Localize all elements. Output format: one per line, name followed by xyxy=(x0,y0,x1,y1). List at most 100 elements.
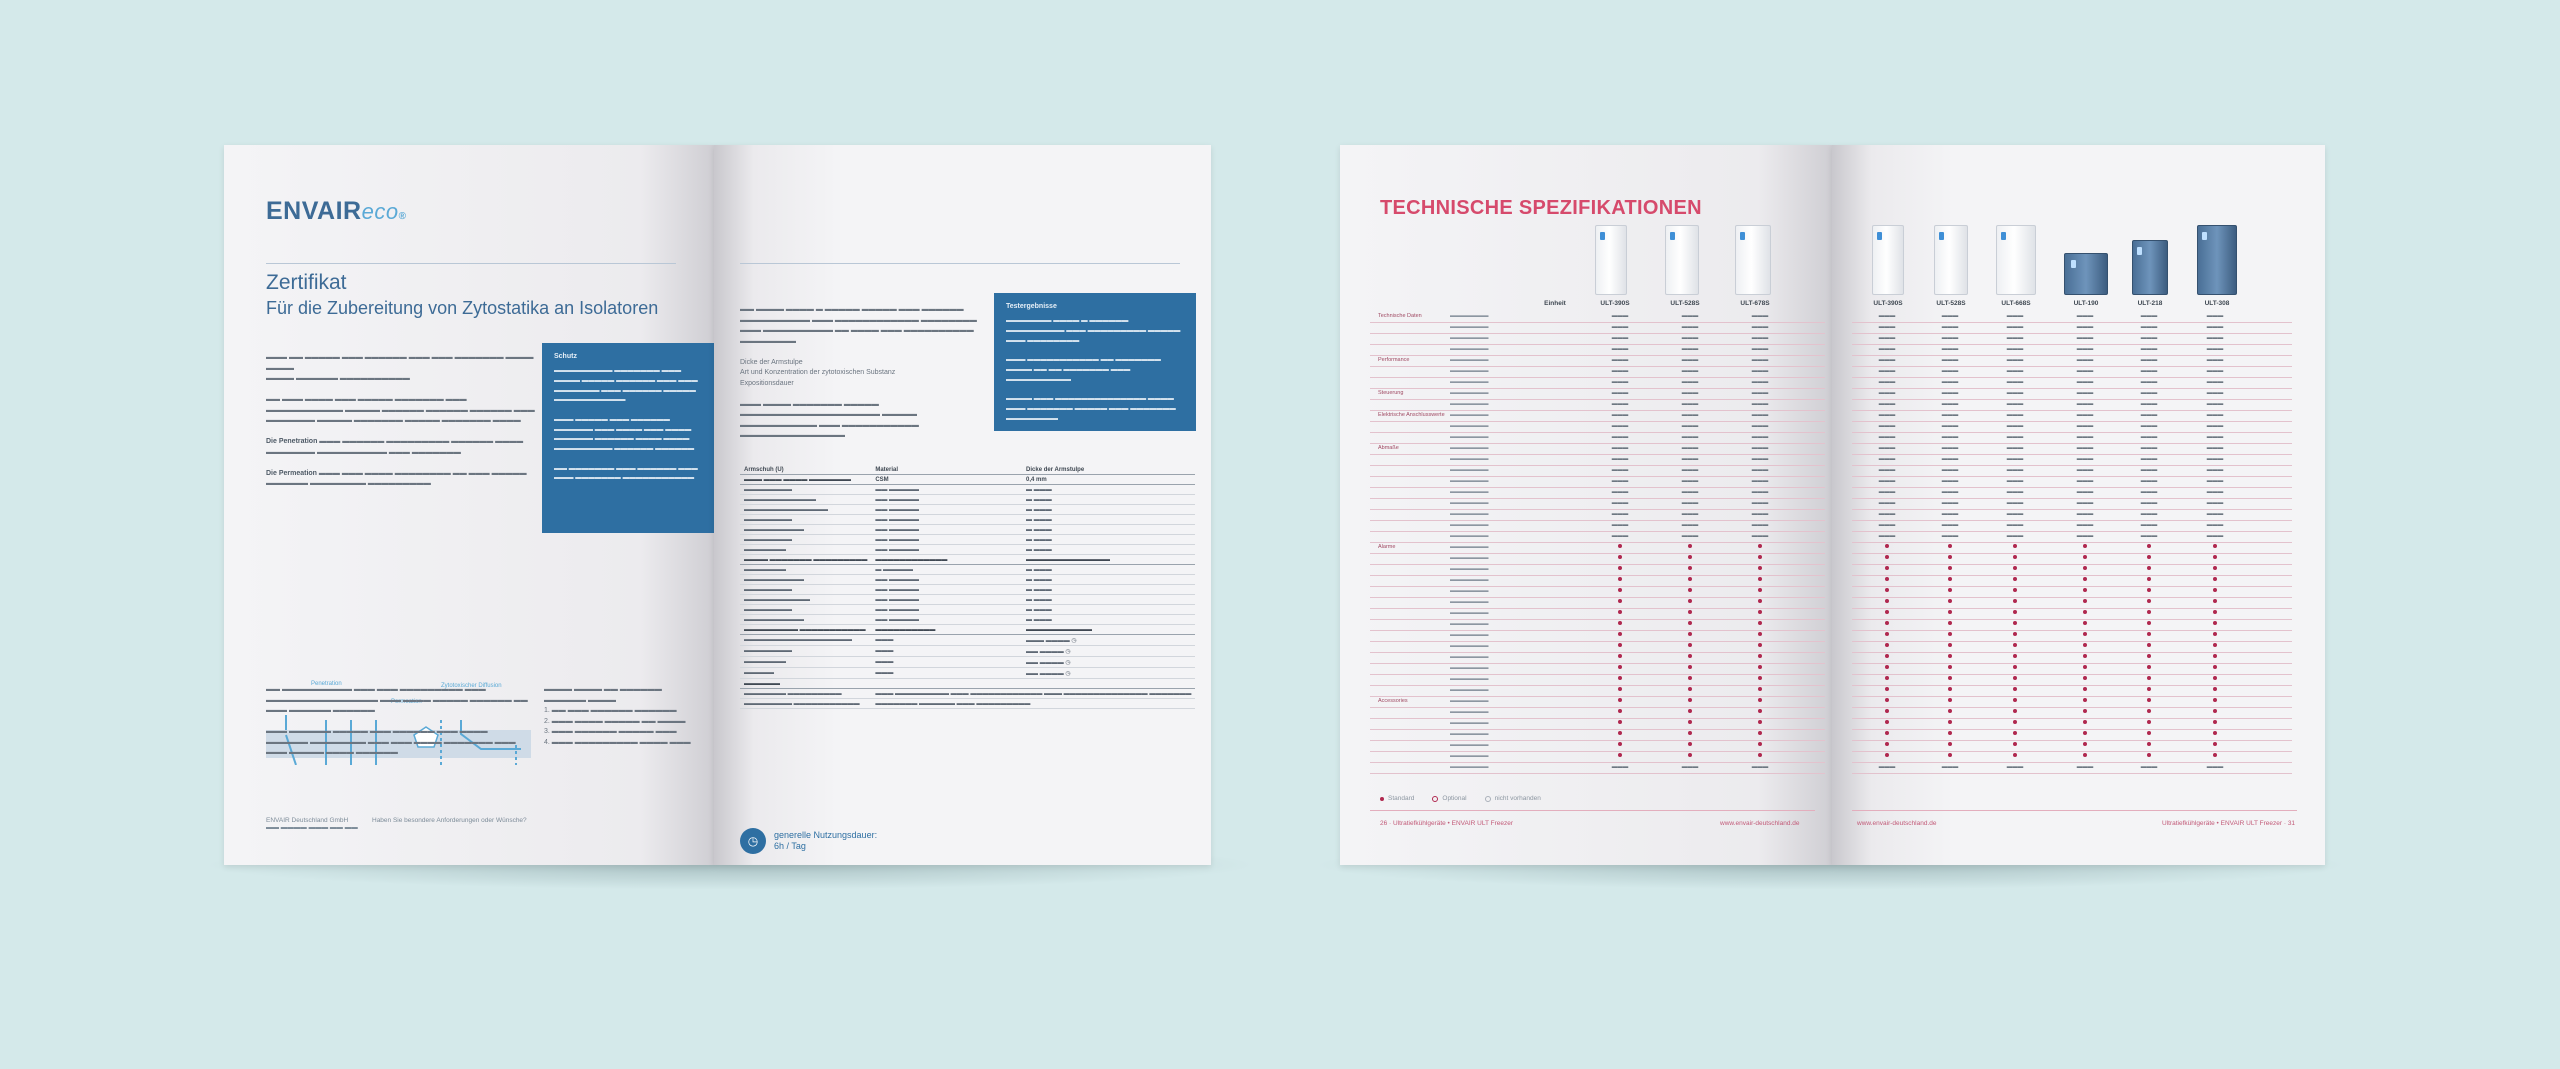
standard-dot-icon xyxy=(1688,665,1692,669)
spec-cell: ▬▬▬ xyxy=(1751,467,1769,473)
spec-row: ▬▬▬▬▬▬▬ xyxy=(1370,597,1825,609)
spec-cell: ▬▬▬ xyxy=(1611,368,1629,374)
spec-cell: ▬▬▬ xyxy=(2140,401,2158,407)
spec-cell xyxy=(2124,742,2174,748)
spec-row-label: ▬▬▬▬▬▬▬ xyxy=(1450,368,1489,374)
col-r-ult218: ULT-218 xyxy=(2137,300,2163,307)
spec-cell: ▬▬▬ xyxy=(2076,368,2094,374)
spec-cell: ▬▬▬ xyxy=(1941,401,1959,407)
spec-cell xyxy=(1595,632,1645,638)
spec-cell xyxy=(1990,709,2040,715)
spec-cell: ▬▬▬ xyxy=(2006,500,2024,506)
spec-cell: ▬▬▬ xyxy=(2076,434,2094,440)
spec-row-label: ▬▬▬▬▬▬▬ xyxy=(1450,665,1489,671)
spec-row: ▬▬▬▬▬▬▬ xyxy=(1370,685,1825,697)
standard-dot-icon xyxy=(2013,753,2017,757)
spec-cell: ▬▬▬ xyxy=(1878,500,1896,506)
spec-cell: ▬▬▬ xyxy=(1878,533,1896,539)
spec-cell xyxy=(1862,610,1912,616)
spec-cell: ▬▬▬ xyxy=(2006,533,2024,539)
spec-row xyxy=(1852,696,2292,708)
spec-cell: ▬▬▬ xyxy=(2206,456,2224,462)
spec-cell xyxy=(1925,566,1975,572)
standard-dot-icon xyxy=(1618,555,1622,559)
spec-cell xyxy=(1925,555,1975,561)
standard-dot-icon xyxy=(1688,643,1692,647)
spec-cell xyxy=(2190,566,2240,572)
spec-cell xyxy=(1595,742,1645,748)
col-ult528s: ULT-528S xyxy=(1670,300,1700,307)
standard-dot-icon xyxy=(2213,577,2217,581)
spec-row: ▬▬▬▬▬▬▬ ▬▬▬ ▬▬▬ ▬▬▬ xyxy=(1370,520,1825,532)
standard-dot-icon xyxy=(1758,698,1762,702)
spec-row xyxy=(1852,740,2292,752)
standard-dot-icon xyxy=(2083,566,2087,570)
spec-cell: ▬▬▬ xyxy=(1681,511,1699,517)
spec-row: ▬▬▬▬▬▬▬ ▬▬▬ ▬▬▬ ▬▬▬ xyxy=(1370,509,1825,521)
left-page-a: ENVAIReco® Zertifikat Für die Zubereitun… xyxy=(224,145,714,865)
spec-cell: ▬▬▬ xyxy=(1751,489,1769,495)
spec-cell: ▬▬▬ xyxy=(1941,478,1959,484)
spec-cell xyxy=(1735,632,1785,638)
spec-cell: ▬▬▬ xyxy=(1941,434,1959,440)
standard-dot-icon xyxy=(1948,588,1952,592)
spec-row-label: ▬▬▬▬▬▬▬ xyxy=(1450,709,1489,715)
spec-cell xyxy=(1595,577,1645,583)
standard-dot-icon xyxy=(2083,555,2087,559)
standard-dot-icon xyxy=(1688,599,1692,603)
spec-cell: ▬▬▬ xyxy=(2140,368,2158,374)
spec-cell: ▬▬▬ xyxy=(2206,500,2224,506)
spec-cell xyxy=(1665,654,1715,660)
standard-dot-icon xyxy=(2147,610,2151,614)
standard-dot-icon xyxy=(2147,687,2151,691)
spec-row-label: ▬▬▬▬▬▬▬ xyxy=(1450,632,1489,638)
spec-cell: ▬▬▬ xyxy=(1611,434,1629,440)
spec-cell xyxy=(1735,555,1785,561)
spec-cell xyxy=(1665,753,1715,759)
standard-dot-icon xyxy=(2147,698,2151,702)
question-footer: Haben Sie besondere Anforderungen oder W… xyxy=(372,817,527,824)
standard-dot-icon xyxy=(2083,720,2087,724)
spec-cell xyxy=(1925,632,1975,638)
spec-row-label: ▬▬▬▬▬▬▬ xyxy=(1450,577,1489,583)
spec-cell xyxy=(1735,566,1785,572)
standard-dot-icon xyxy=(2147,753,2151,757)
spec-cell: ▬▬▬ xyxy=(1751,434,1769,440)
left-brochure: ENVAIReco® Zertifikat Für die Zubereitun… xyxy=(224,145,1211,865)
spec-cell: ▬▬▬ xyxy=(1681,412,1699,418)
standard-dot-icon xyxy=(2083,654,2087,658)
clock-icon: ◷ xyxy=(740,828,766,854)
spec-row xyxy=(1852,630,2292,642)
spec-row: ▬▬▬ ▬▬▬ ▬▬▬ ▬▬▬ ▬▬▬ ▬▬▬ xyxy=(1852,487,2292,499)
product-image-r-ult308 xyxy=(2197,225,2237,295)
spec-cell: ▬▬▬ xyxy=(1878,357,1896,363)
standard-dot-icon xyxy=(2213,632,2217,636)
spec-row-label: ▬▬▬▬▬▬▬ xyxy=(1450,533,1489,539)
standard-dot-icon xyxy=(2013,555,2017,559)
spec-row-label: ▬▬▬▬▬▬▬ xyxy=(1450,390,1489,396)
spec-cell xyxy=(1925,665,1975,671)
spec-row: ▬▬▬▬▬▬▬ ▬▬▬ ▬▬▬ ▬▬▬ xyxy=(1370,399,1825,411)
product-image-r-ult218 xyxy=(2132,240,2168,295)
spec-cell: ▬▬▬ xyxy=(2006,478,2024,484)
spec-cell xyxy=(2124,753,2174,759)
standard-dot-icon xyxy=(1758,577,1762,581)
standard-dot-icon xyxy=(1758,599,1762,603)
footer-right: Ultratiefkühlgeräte • ENVAIR ULT Freezer… xyxy=(2162,820,2296,827)
standard-dot-icon xyxy=(2147,643,2151,647)
spec-cell: ▬▬▬ xyxy=(2006,368,2024,374)
standard-dot-icon xyxy=(1948,566,1952,570)
spec-cell: ▬▬▬ xyxy=(1941,423,1959,429)
standard-dot-icon xyxy=(2213,709,2217,713)
spec-cell: ▬▬▬ xyxy=(2006,467,2024,473)
spec-cell: ▬▬▬ xyxy=(1681,478,1699,484)
spec-row: ▬▬▬ ▬▬▬ ▬▬▬ ▬▬▬ ▬▬▬ ▬▬▬ xyxy=(1852,476,2292,488)
spec-row: ▬▬▬▬▬▬▬ xyxy=(1370,663,1825,675)
spec-cell: ▬▬▬ xyxy=(2076,522,2094,528)
standard-dot-icon xyxy=(2013,610,2017,614)
standard-dot-icon xyxy=(1948,643,1952,647)
spec-cell xyxy=(1862,654,1912,660)
spec-cell: ▬▬▬ xyxy=(2140,522,2158,528)
spec-cell xyxy=(1735,577,1785,583)
spec-cell xyxy=(1925,610,1975,616)
